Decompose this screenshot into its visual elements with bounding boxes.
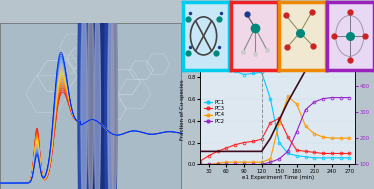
Y-axis label: Fraction of Cu-species: Fraction of Cu-species bbox=[180, 79, 185, 140]
Circle shape bbox=[111, 0, 117, 189]
Circle shape bbox=[108, 2, 114, 189]
Legend: PC1, PC3, PC4, PC2: PC1, PC3, PC4, PC2 bbox=[204, 100, 224, 124]
Circle shape bbox=[105, 0, 117, 189]
Y-axis label: T (°C): T (°C) bbox=[373, 101, 374, 119]
Circle shape bbox=[88, 0, 107, 189]
Circle shape bbox=[94, 2, 101, 189]
Circle shape bbox=[81, 2, 87, 189]
Circle shape bbox=[78, 0, 90, 189]
X-axis label: e1 Experiment Time (min): e1 Experiment Time (min) bbox=[242, 175, 314, 180]
Circle shape bbox=[88, 0, 94, 189]
